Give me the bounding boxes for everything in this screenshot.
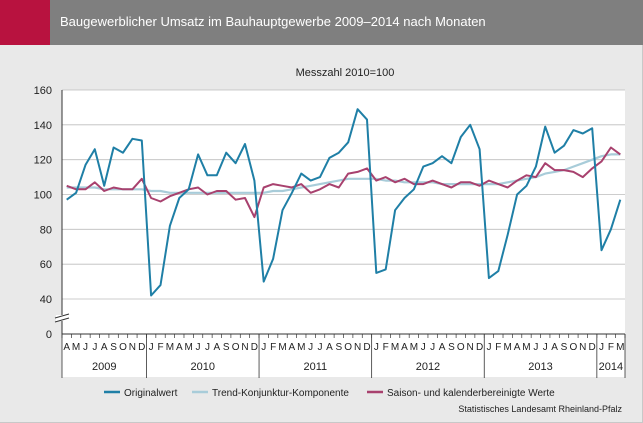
series-line-2 — [66, 146, 621, 219]
year-label: 2012 — [416, 361, 440, 373]
month-label: J — [374, 342, 379, 353]
header-bar — [0, 0, 643, 45]
month-label: J — [486, 342, 491, 353]
month-label: J — [205, 342, 210, 353]
month-label: A — [176, 342, 183, 353]
month-label: J — [430, 342, 435, 353]
series-lines — [66, 108, 622, 297]
month-label: O — [570, 342, 578, 353]
month-label: A — [326, 342, 333, 353]
month-label: A — [213, 342, 220, 353]
source-note: Statistisches Landesamt Rheinland-Pfalz — [458, 404, 622, 414]
y-tick-label: 160 — [34, 85, 52, 97]
series-line-0 — [66, 108, 622, 297]
month-label: M — [166, 342, 174, 353]
month-label: N — [354, 342, 361, 353]
month-label: N — [241, 342, 248, 353]
year-label: 2009 — [92, 361, 116, 373]
month-label: F — [608, 342, 614, 353]
month-label: J — [92, 342, 97, 353]
month-label: F — [157, 342, 163, 353]
month-label: M — [616, 342, 624, 353]
month-label: M — [278, 342, 286, 353]
month-label: A — [63, 342, 70, 353]
month-label: S — [335, 342, 342, 353]
year-label: 2014 — [599, 361, 623, 373]
month-label: J — [599, 342, 604, 353]
month-label: O — [457, 342, 465, 353]
chart-title: Baugewerblicher Umsatz im Bauhauptgewerb… — [60, 14, 486, 29]
month-label: O — [232, 342, 240, 353]
y-tick-label: 40 — [40, 294, 52, 306]
legend-label: Trend-Konjunktur-Komponente — [212, 388, 349, 399]
legend-label: Saison- und kalenderbereinigte Werte — [387, 388, 555, 399]
y-tick-label: 60 — [40, 259, 52, 271]
month-label: J — [318, 342, 323, 353]
month-label: F — [495, 342, 501, 353]
month-label: S — [561, 342, 568, 353]
y-tick-label: 120 — [34, 155, 52, 167]
month-label: A — [289, 342, 296, 353]
month-label: J — [533, 342, 538, 353]
month-label: D — [363, 342, 370, 353]
month-label: J — [421, 342, 426, 353]
year-label: 2011 — [304, 361, 328, 373]
grid-lines — [62, 89, 625, 300]
legend-label: Originalwert — [124, 388, 178, 399]
month-label: N — [579, 342, 586, 353]
month-label: M — [410, 342, 418, 353]
plot-area — [62, 90, 625, 377]
month-label: A — [101, 342, 108, 353]
month-label: N — [129, 342, 136, 353]
month-label: D — [138, 342, 145, 353]
month-label: J — [196, 342, 201, 353]
axis-break-marker — [54, 313, 70, 323]
month-label: A — [514, 342, 521, 353]
month-label: D — [589, 342, 596, 353]
year-label: 2010 — [191, 361, 215, 373]
month-label: M — [504, 342, 512, 353]
month-label: S — [110, 342, 117, 353]
month-label: J — [543, 342, 548, 353]
month-label: J — [308, 342, 313, 353]
month-label: J — [261, 342, 266, 353]
month-label: M — [391, 342, 399, 353]
month-label: M — [522, 342, 530, 353]
month-label: M — [185, 342, 193, 353]
y-tick-label: 80 — [40, 224, 52, 236]
month-label: F — [270, 342, 276, 353]
month-label: D — [476, 342, 483, 353]
month-label: S — [223, 342, 230, 353]
legend: Originalwert Trend-Konjunktur-Komponente S… — [104, 388, 555, 399]
month-label: M — [297, 342, 305, 353]
year-label: 2013 — [528, 361, 552, 373]
month-label: D — [251, 342, 258, 353]
y-tick-label: 140 — [34, 120, 52, 132]
month-label: M — [72, 342, 80, 353]
month-label: N — [467, 342, 474, 353]
y-tick-label: 100 — [34, 190, 52, 202]
y-tick-labels: 0 40 60 80 100 120 140 160 — [34, 85, 52, 341]
y-tick-label: 0 — [46, 329, 52, 341]
month-label: A — [439, 342, 446, 353]
month-label: A — [401, 342, 408, 353]
month-label: A — [551, 342, 558, 353]
month-label: O — [344, 342, 352, 353]
month-label: F — [383, 342, 389, 353]
axes — [54, 90, 626, 378]
month-label: O — [119, 342, 127, 353]
month-label: J — [149, 342, 154, 353]
month-label: J — [83, 342, 88, 353]
y-axis-label: Messzahl 2010=100 — [296, 67, 395, 79]
month-label: S — [448, 342, 455, 353]
header-accent — [0, 0, 50, 45]
